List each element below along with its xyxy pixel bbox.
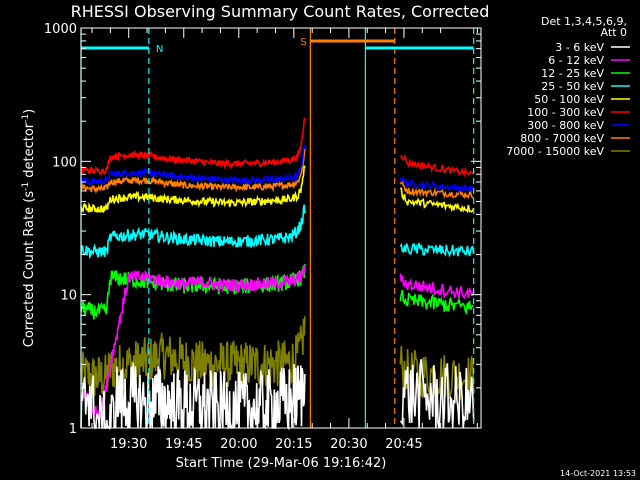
y-axis-label: Corrected Count Rate (s-1 detector-1) <box>21 109 37 347</box>
x-tick-label: 20:15 <box>275 437 312 452</box>
legend-label: 300 - 800 keV <box>527 119 604 132</box>
y-tick-label: 100 <box>52 155 77 170</box>
series-line-2-25-50-kev <box>399 242 475 258</box>
series-line-2-300-800-kev <box>399 175 475 195</box>
plot-frame <box>80 27 482 429</box>
series-line-800-7000-kev <box>80 148 306 195</box>
axis-ticks: 1 10 100 1000 19:30 19:45 20:00 20:15 20:30 20:45 <box>44 22 481 452</box>
x-tick-label: 19:30 <box>110 437 147 452</box>
y-axis-label-main: Corrected Count Rate (s <box>22 191 37 348</box>
y-tick-label: 10 <box>60 289 77 304</box>
series-3-6-kev <box>80 359 475 431</box>
series-line-7000-15000-kev <box>80 316 306 397</box>
flag-label-n: N <box>156 44 163 55</box>
y-axis-label-mid: detector <box>22 122 37 182</box>
series-100-300-kev <box>80 117 474 178</box>
x-axis-label: Start Time (29-Mar-06 19:16:42) <box>176 456 387 471</box>
legend-header-line: Det 1,3,4,5,6,9, <box>541 15 627 28</box>
series-line-6-12-kev <box>80 264 306 421</box>
legend-label: 25 - 50 keV <box>541 80 604 93</box>
data-marks <box>80 117 475 431</box>
x-tick-label: 19:45 <box>165 437 202 452</box>
legend-label: 7000 - 15000 keV <box>506 145 604 158</box>
legend-label: 6 - 12 keV <box>548 54 604 67</box>
legend-label: 100 - 300 keV <box>527 106 604 119</box>
series-line-300-800-kev <box>80 144 306 187</box>
series-line-2-100-300-kev <box>400 154 474 178</box>
y-tick-label: 1 <box>69 422 77 437</box>
x-tick-label: 20:00 <box>220 437 257 452</box>
date-stamp: 14-Oct-2021 13:53 <box>560 469 636 478</box>
series-line-2-3-6-kev <box>399 359 475 429</box>
series-line-2-6-12-kev <box>399 273 475 300</box>
series-50-100-kev <box>80 165 475 214</box>
series-line-2-800-7000-kev <box>399 180 474 200</box>
legend-label: 800 - 7000 keV <box>520 132 604 145</box>
x-tick-label: 20:45 <box>385 437 422 452</box>
series-800-7000-kev <box>80 148 474 200</box>
series-line-25-50-kev <box>80 204 306 260</box>
series-6-12-kev <box>80 264 475 421</box>
series-line-2-50-100-kev <box>400 187 475 214</box>
series-line-50-100-kev <box>80 165 306 214</box>
flag-label-s: S <box>300 37 306 48</box>
y-axis-label-end: ) <box>22 109 37 114</box>
chart-title: RHESSI Observing Summary Count Rates, Co… <box>71 2 490 21</box>
legend-label: 50 - 100 keV <box>534 93 604 106</box>
y-axis-label-sup1: -1 <box>21 182 31 191</box>
series-25-50-kev <box>80 204 475 260</box>
legend-header-line: Att 0 <box>601 26 627 39</box>
y-axis-label-sup2: -1 <box>21 114 31 123</box>
series-line-2-12-25-kev <box>399 289 474 316</box>
series-line-100-300-kev <box>80 117 306 175</box>
series-line-3-6-kev <box>80 362 306 431</box>
y-tick-label: 1000 <box>44 22 77 37</box>
legend-label: 3 - 6 keV <box>555 41 604 54</box>
x-tick-label: 20:30 <box>330 437 367 452</box>
legend-label: 12 - 25 keV <box>541 67 604 80</box>
series-300-800-kev <box>80 144 475 195</box>
